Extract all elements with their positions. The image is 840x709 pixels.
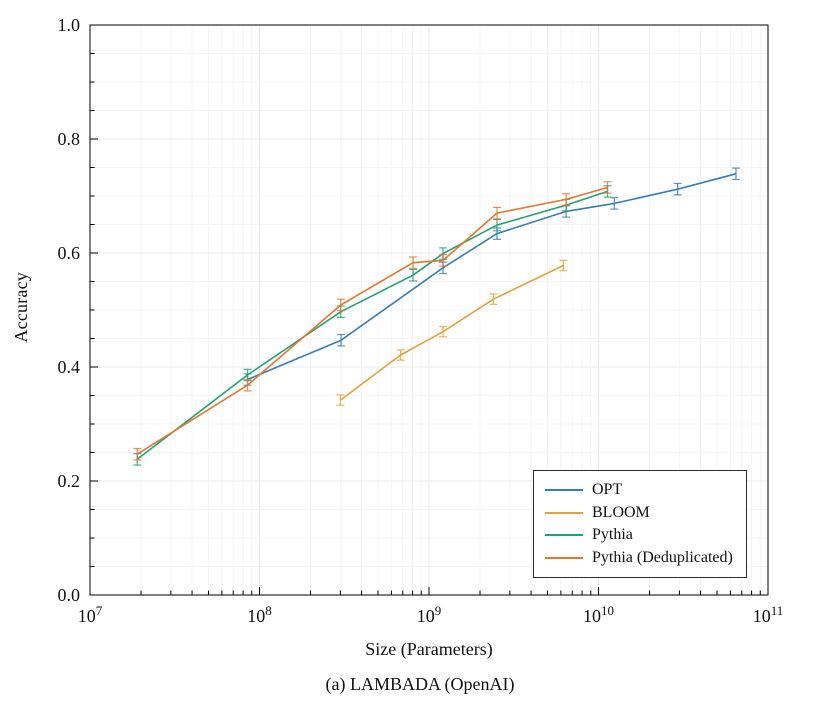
y-tick-label: 0.6 (58, 243, 81, 263)
legend-label: Pythia (592, 526, 633, 544)
x-tick-label: 109 (417, 603, 442, 626)
y-tick-label: 0.4 (58, 357, 81, 377)
x-tick-label: 107 (78, 603, 103, 626)
x-tick-label: 108 (247, 603, 272, 626)
y-axis-title: Accuracy (11, 272, 31, 343)
legend-line-sample (545, 489, 583, 491)
legend: OPT BLOOM Pythia Pythia (Deduplicated) (533, 470, 747, 578)
legend-item-opt: OPT (545, 479, 746, 501)
y-tick-label: 0.8 (58, 129, 81, 149)
legend-label: OPT (592, 481, 623, 498)
series-line-Pythia-Deduplicated- (136, 186, 608, 455)
series-line-OPT (247, 173, 737, 381)
y-tick-label: 1.0 (58, 15, 81, 35)
series-line-Pythia (136, 190, 608, 460)
legend-label: Pythia (Deduplicated) (592, 548, 733, 566)
legend-line-sample (545, 534, 583, 537)
x-tick-label: 1011 (753, 603, 784, 626)
legend-item-pythia: Pythia (545, 524, 746, 546)
legend-item-pythia-deduplicated-: Pythia (Deduplicated) (545, 547, 746, 569)
legend-line-sample (545, 556, 583, 559)
legend-label: BLOOM (592, 503, 650, 521)
x-axis-title: Size (Parameters) (365, 639, 493, 659)
y-tick-label: 0.0 (58, 585, 81, 605)
figure-caption: (a) LAMBADA (OpenAI) (325, 674, 515, 694)
legend-line-sample (545, 511, 583, 514)
x-tick-label: 1010 (583, 603, 614, 626)
legend-item-bloom: BLOOM (545, 502, 746, 524)
y-tick-label: 0.2 (58, 471, 81, 491)
